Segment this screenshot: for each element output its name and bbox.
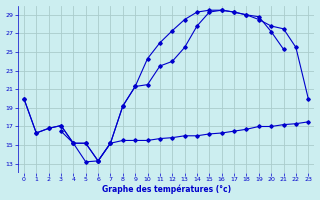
X-axis label: Graphe des températures (°c): Graphe des températures (°c) xyxy=(101,185,231,194)
